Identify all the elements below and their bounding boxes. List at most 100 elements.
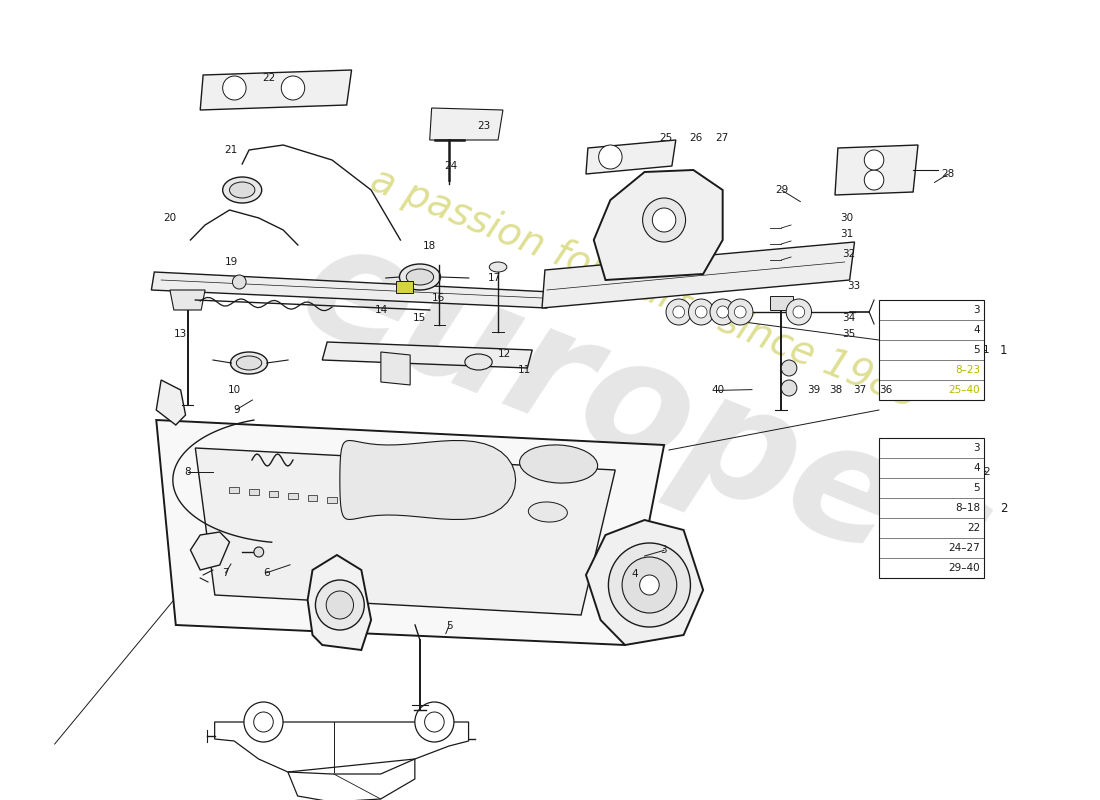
Text: 33: 33	[847, 282, 860, 291]
Text: 8–18: 8–18	[955, 503, 980, 514]
Ellipse shape	[399, 264, 440, 290]
Text: 29: 29	[776, 186, 789, 195]
Circle shape	[327, 591, 353, 619]
Circle shape	[254, 547, 264, 557]
Text: 4: 4	[974, 325, 980, 335]
Ellipse shape	[231, 352, 267, 374]
Bar	[268, 491, 278, 497]
Text: 35: 35	[842, 330, 856, 339]
Text: 37: 37	[852, 386, 866, 395]
Circle shape	[781, 360, 796, 376]
Text: 5: 5	[974, 345, 980, 355]
Circle shape	[673, 306, 684, 318]
Text: 8: 8	[185, 467, 191, 477]
Polygon shape	[586, 520, 703, 645]
Polygon shape	[156, 420, 664, 645]
Text: 13: 13	[174, 330, 187, 339]
Circle shape	[786, 299, 812, 325]
Text: 2: 2	[1000, 502, 1008, 515]
Text: 9: 9	[233, 405, 240, 414]
Text: 38: 38	[829, 386, 843, 395]
Polygon shape	[340, 441, 516, 519]
Text: 26: 26	[690, 133, 703, 142]
Text: 1: 1	[982, 346, 990, 355]
Bar	[770, 296, 793, 310]
Text: 24–27: 24–27	[948, 543, 980, 554]
Polygon shape	[542, 242, 855, 308]
Circle shape	[695, 306, 707, 318]
Circle shape	[415, 702, 454, 742]
Circle shape	[232, 275, 246, 289]
Ellipse shape	[490, 262, 507, 272]
Text: 6: 6	[263, 568, 270, 578]
Text: 7: 7	[222, 568, 229, 578]
Bar	[327, 497, 337, 503]
Text: 21: 21	[224, 146, 238, 155]
Text: 27: 27	[715, 133, 728, 142]
Circle shape	[781, 380, 796, 396]
Text: 4: 4	[631, 570, 638, 579]
Text: 34: 34	[842, 314, 856, 323]
Text: 18: 18	[424, 242, 437, 251]
Bar	[879, 300, 984, 400]
Circle shape	[254, 712, 273, 732]
Text: europes: europes	[278, 208, 1011, 624]
Circle shape	[652, 208, 675, 232]
Text: 11: 11	[518, 365, 531, 374]
Circle shape	[222, 76, 246, 100]
Text: 25–40: 25–40	[948, 385, 980, 395]
Circle shape	[244, 702, 283, 742]
Circle shape	[640, 575, 659, 595]
Text: 3: 3	[974, 305, 980, 315]
Bar	[288, 493, 298, 499]
Text: a passion for parts since 1985: a passion for parts since 1985	[365, 161, 924, 415]
Text: 5: 5	[446, 621, 452, 630]
Polygon shape	[200, 70, 352, 110]
Circle shape	[623, 557, 676, 613]
Polygon shape	[594, 170, 723, 280]
Bar	[308, 495, 318, 501]
Ellipse shape	[406, 269, 433, 285]
Circle shape	[608, 543, 691, 627]
Bar	[366, 501, 376, 507]
Circle shape	[689, 299, 714, 325]
Polygon shape	[586, 140, 675, 174]
Text: 15: 15	[412, 314, 426, 323]
Circle shape	[793, 306, 805, 318]
Text: 8–23: 8–23	[955, 365, 980, 375]
Bar	[230, 487, 240, 493]
Text: 3: 3	[661, 546, 668, 555]
Polygon shape	[381, 352, 410, 385]
Text: 23: 23	[476, 122, 490, 131]
Bar	[249, 489, 258, 495]
Circle shape	[316, 580, 364, 630]
Polygon shape	[190, 532, 230, 570]
Polygon shape	[169, 290, 205, 310]
Polygon shape	[156, 380, 186, 425]
Polygon shape	[308, 555, 371, 650]
Text: 12: 12	[498, 349, 512, 358]
Circle shape	[282, 76, 305, 100]
Text: 24: 24	[444, 162, 458, 171]
Bar	[396, 281, 414, 293]
Text: 32: 32	[842, 250, 856, 259]
Polygon shape	[196, 448, 615, 615]
Text: 1: 1	[1000, 343, 1008, 357]
Ellipse shape	[528, 502, 568, 522]
Text: 19: 19	[224, 258, 238, 267]
Text: 17: 17	[487, 274, 500, 283]
Polygon shape	[835, 145, 918, 195]
Circle shape	[717, 306, 728, 318]
Text: 28: 28	[940, 170, 954, 179]
Text: 22: 22	[262, 74, 275, 83]
Text: 4: 4	[974, 463, 980, 474]
Circle shape	[425, 712, 444, 732]
Text: 25: 25	[659, 133, 673, 142]
Ellipse shape	[465, 354, 492, 370]
Text: 5: 5	[974, 483, 980, 494]
Polygon shape	[322, 342, 532, 368]
Bar	[346, 499, 356, 505]
Text: 31: 31	[840, 229, 854, 238]
Text: 3: 3	[974, 443, 980, 454]
Text: 29–40: 29–40	[948, 563, 980, 574]
